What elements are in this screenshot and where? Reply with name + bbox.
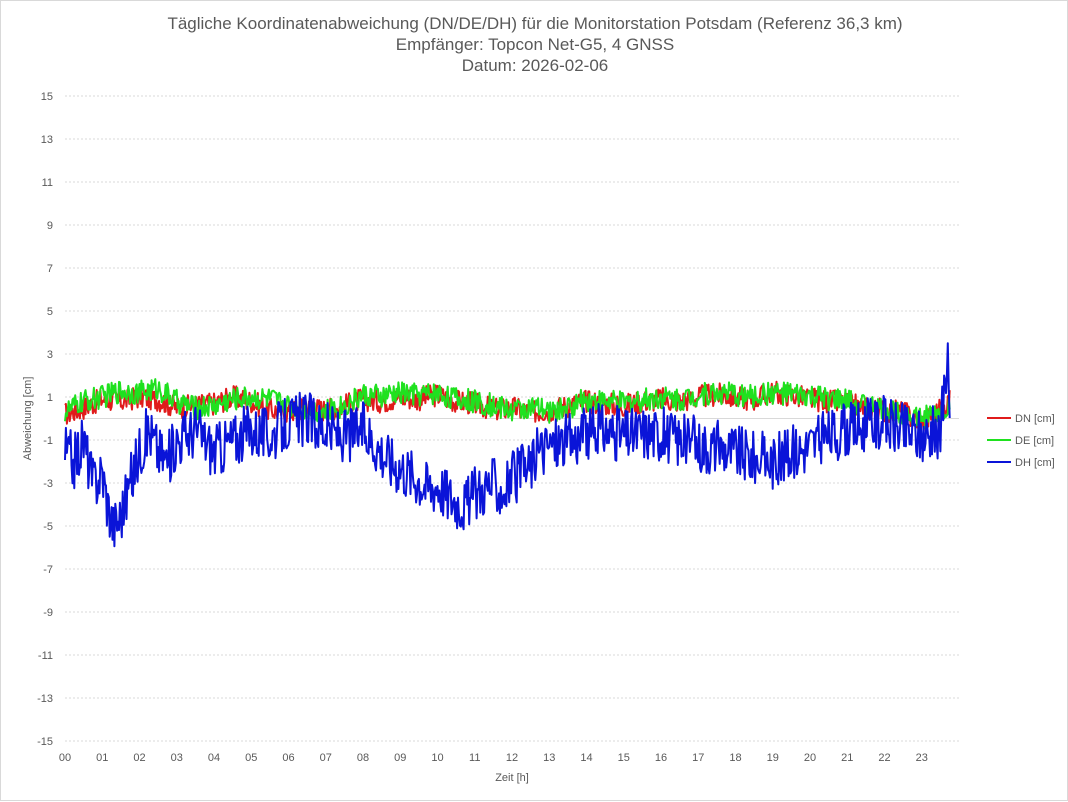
series-line-de [64,378,951,430]
legend-label: DH [cm] [1015,457,1055,469]
legend-label: DN [cm] [1015,413,1055,425]
x-tick-label: 02 [133,752,145,764]
y-tick-label: -9 [43,607,53,619]
y-tick-label: 3 [47,349,53,361]
x-tick-label: 00 [59,752,71,764]
series-line-dh [64,342,951,548]
x-tick-label: 09 [394,752,406,764]
x-tick-label: 01 [96,752,108,764]
y-axis-label: Abweichung [cm] [22,377,34,461]
data-series [64,342,951,548]
chart-title: Tägliche Koordinatenabweichung (DN/DE/DH… [167,14,902,75]
x-tick-label: 19 [767,752,779,764]
y-tick-label: 7 [47,263,53,275]
x-tick-label: 10 [431,752,443,764]
y-tick-label: 13 [41,134,53,146]
chart-title-line: Tägliche Koordinatenabweichung (DN/DE/DH… [167,14,902,33]
y-tick-label: -15 [37,736,53,748]
x-tick-label: 12 [506,752,518,764]
x-tick-label: 18 [729,752,741,764]
x-tick-label: 20 [804,752,816,764]
x-axis-label: Zeit [h] [495,772,529,784]
x-tick-label: 17 [692,752,704,764]
x-tick-label: 03 [171,752,183,764]
x-tick-label: 06 [282,752,294,764]
y-tick-label: -7 [43,564,53,576]
legend-label: DE [cm] [1015,435,1054,447]
x-axis-ticks: 00 01 02 03 04 05 06 07 08 09 10 11 12 13 14 15 16 17 18 19… [59,752,928,764]
x-tick-label: 22 [878,752,890,764]
y-tick-label: -1 [43,435,53,447]
legend: DN [cm] DE [cm] DH [cm] [987,413,1055,469]
x-tick-label: 13 [543,752,555,764]
x-tick-label: 21 [841,752,853,764]
y-tick-label: -5 [43,521,53,533]
y-tick-label: 9 [47,220,53,232]
y-tick-label: 11 [42,177,53,189]
y-tick-label: 15 [41,91,53,103]
x-tick-label: 15 [618,752,630,764]
y-tick-label: 1 [47,392,53,404]
y-tick-label: -13 [37,693,53,705]
y-tick-label: 5 [47,306,53,318]
x-tick-label: 04 [208,752,220,764]
y-axis-ticks: 15 13 11 9 7 5 3 1 -1 -3 -5 -7 -9 -11 -13 -15 [37,91,53,748]
x-tick-label: 14 [580,752,592,764]
chart-title-line: Empfänger: Topcon Net-G5, 4 GNSS [396,35,674,54]
y-tick-label: -11 [38,650,53,662]
chart-title-line: Datum: 2026-02-06 [462,56,608,75]
x-tick-label: 11 [469,752,480,764]
y-tick-label: -3 [43,478,53,490]
x-tick-label: 05 [245,752,257,764]
x-tick-label: 16 [655,752,667,764]
x-tick-label: 07 [320,752,332,764]
x-tick-label: 23 [916,752,928,764]
x-tick-label: 08 [357,752,369,764]
